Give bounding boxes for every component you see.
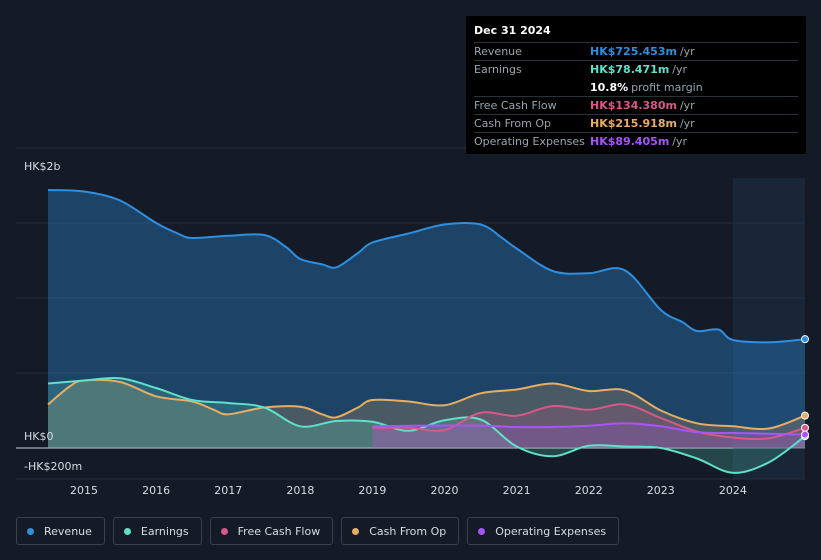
tooltip-row-value: HK$134.380m [590,99,677,112]
series-lines [47,189,806,474]
legend-label: Revenue [44,524,92,538]
cash-from-op-area [48,379,805,448]
tooltip-row-value: HK$725.453m [590,45,677,58]
revenue-line [47,189,806,344]
x-tick-label: 2015 [70,484,98,497]
x-tick-label: 2024 [719,484,747,497]
legend: Revenue Earnings Free Cash Flow Cash From O… [16,517,620,545]
operating-expenses-area [372,423,805,448]
tooltip-row: 10.8% profit margin [474,78,798,96]
y-axis-label-bottom: -HK$200m [24,460,82,473]
cash-from-op-endpoint[interactable] [801,411,809,420]
legend-dot-icon [123,527,131,535]
tooltip-row-value: HK$78.471m [590,63,670,76]
revenue-endpoint[interactable] [801,335,809,344]
legend-item-revenue[interactable]: Revenue [16,517,105,545]
x-tick-label: 2020 [431,484,459,497]
legend-item-cash-from-op[interactable]: Cash From Op [341,517,460,545]
tooltip-row: Cash From Op HK$215.918m/yr [474,114,798,132]
x-axis-ticks: 2015 2016 2017 2018 2019 2020 2021 2022 2023 2024 [70,484,747,497]
tooltip-row-unit: /yr [679,99,695,112]
x-tick-label: 2019 [358,484,386,497]
tooltip-row-label: Free Cash Flow [474,99,557,112]
free-cash-flow-line [372,403,806,441]
x-tick-label: 2022 [575,484,603,497]
tooltip-row: Revenue HK$725.453m/yr [474,42,798,60]
tooltip: Dec 31 2024 Revenue HK$725.453m/yr Earning… [466,16,806,154]
tooltip-row-label: Revenue [474,45,522,58]
legend-item-free-cash-flow[interactable]: Free Cash Flow [209,517,334,545]
x-tick-label: 2017 [214,484,242,497]
free-cash-flow-endpoint[interactable] [801,423,809,432]
y-axis-label-top: HK$2b [24,160,60,173]
legend-dot-icon [352,527,360,535]
tooltip-row-unit: /yr [679,117,695,130]
legend-label: Free Cash Flow [237,524,321,538]
x-tick-label: 2016 [142,484,170,497]
operating-expenses-endpoint[interactable] [801,430,809,439]
tooltip-row-value: HK$89.405m [590,135,670,148]
legend-label: Cash From Op [369,524,447,538]
legend-item-earnings[interactable]: Earnings [112,517,202,545]
x-tick-label: 2021 [503,484,531,497]
y-axis-label-zero: HK$0 [24,430,53,443]
tooltip-row-unit: profit margin [631,81,703,94]
tooltip-row-label: Cash From Op [474,117,552,130]
revenue-area [48,190,805,448]
legend-label: Earnings [140,524,189,538]
tooltip-row-label [474,79,590,96]
legend-dot-icon [27,527,34,535]
legend-label: Operating Expenses [495,524,607,538]
cash-from-op-line [47,378,806,431]
tooltip-row: Earnings HK$78.471m/yr [474,60,798,78]
tooltip-row-unit: /yr [679,45,695,58]
series-endpoints [801,335,809,441]
tooltip-row-unit: /yr [672,63,688,76]
tooltip-row: Free Cash Flow HK$134.380m/yr [474,96,798,114]
legend-dot-icon [478,527,486,535]
tooltip-row-label: Earnings [474,63,522,76]
tooltip-row: Operating Expenses HK$89.405m/yr [474,132,798,150]
tooltip-date: Dec 31 2024 [474,24,551,37]
tooltip-row-label: Operating Expenses [474,135,585,148]
tooltip-row-unit: /yr [672,135,688,148]
operating-expenses-line [372,422,806,436]
x-tick-label: 2023 [647,484,675,497]
x-tick-label: 2018 [286,484,314,497]
earnings-area [48,377,805,473]
tooltip-row-value: 10.8% [590,81,629,94]
legend-dot-icon [220,527,228,535]
legend-item-operating-expenses[interactable]: Operating Expenses [467,517,620,545]
tooltip-row-value: HK$215.918m [590,117,677,130]
tooltip-rows: Revenue HK$725.453m/yr Earnings HK$78.471m /… [474,42,798,150]
